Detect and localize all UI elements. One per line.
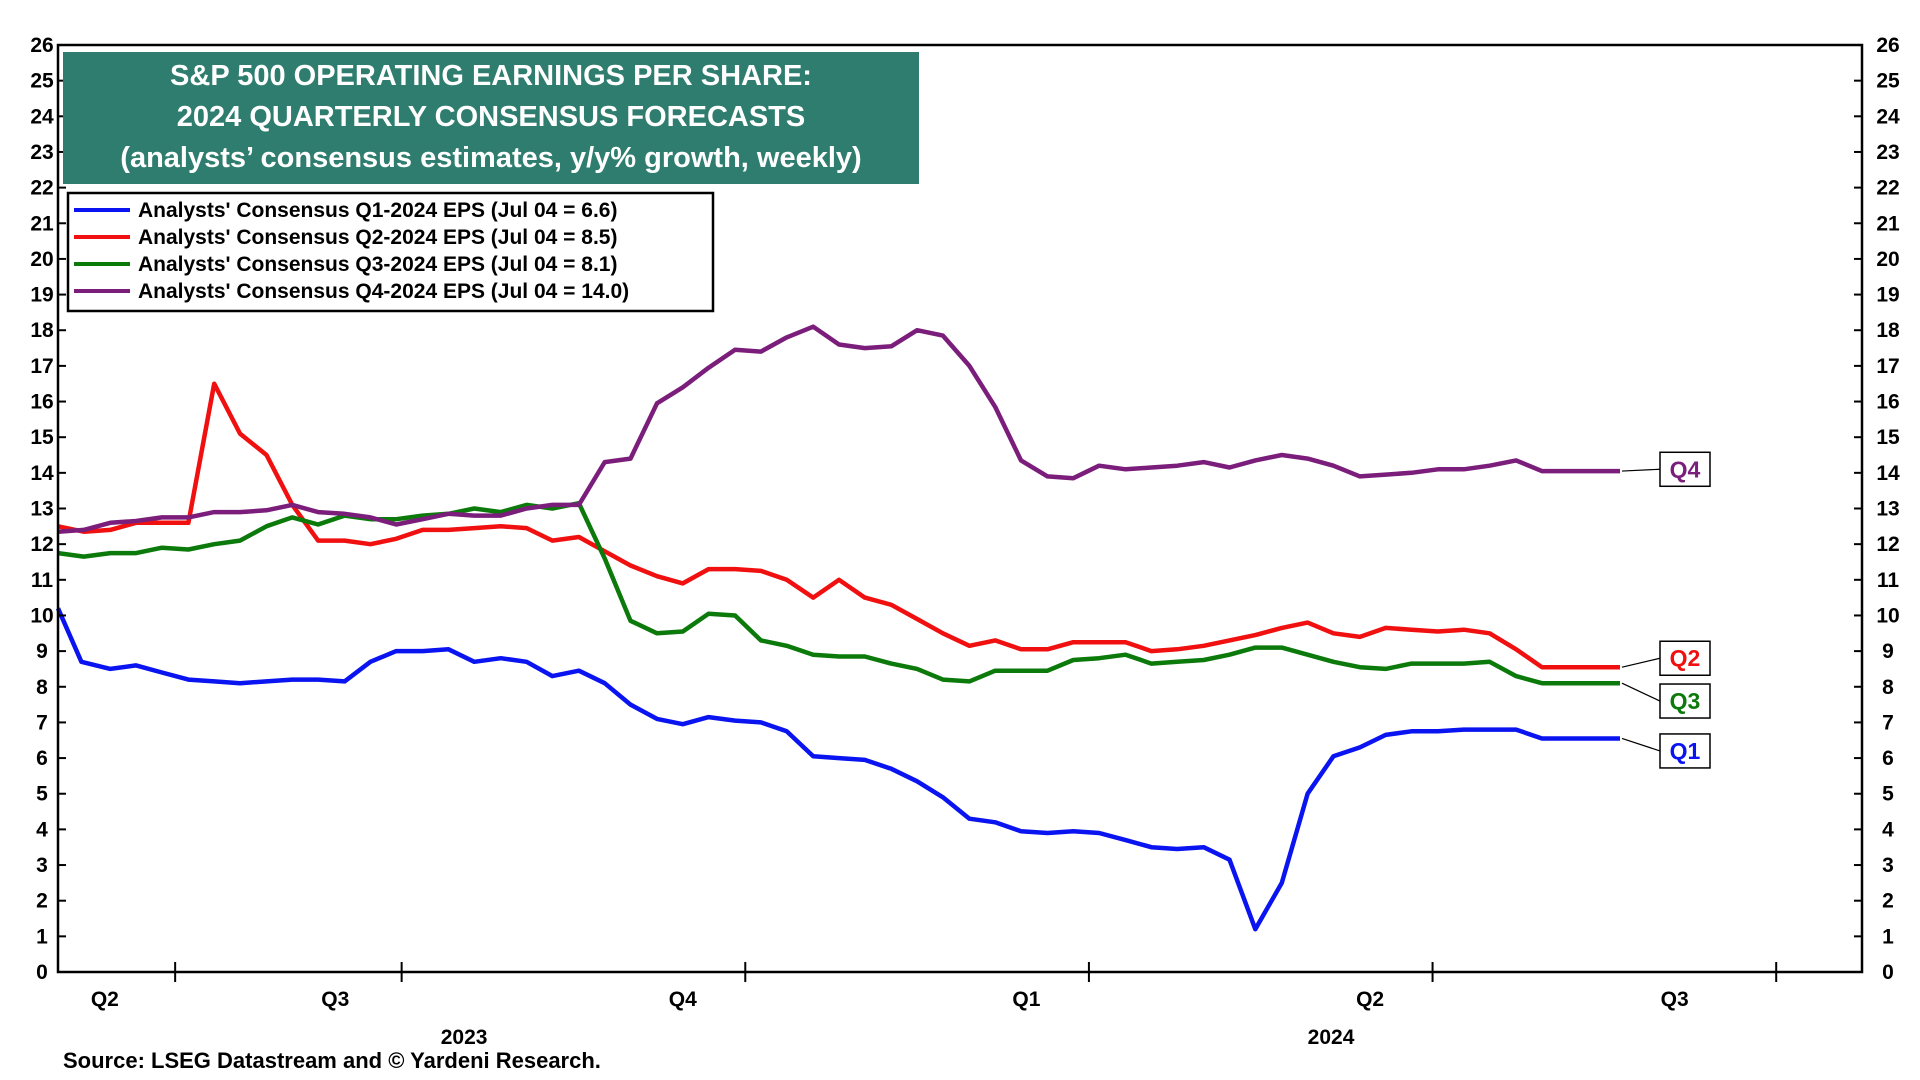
y-tick-label-right: 6 (1882, 747, 1894, 770)
series-line-q1 (55, 607, 1620, 932)
label-box-q1 (1659, 733, 1711, 769)
y-tick-label-right: 11 (1877, 569, 1900, 592)
title-line-1: S&P 500 OPERATING EARNINGS PER SHARE: (170, 60, 812, 92)
plot-frame (56, 43, 1864, 974)
y-tick-label-left: 22 (30, 177, 53, 200)
y-tick-label-right: 13 (1876, 498, 1899, 521)
y-tick-label-right: 22 (1876, 177, 1899, 200)
legend-label-q4: Analysts' Consensus Q4-2024 EPS (Jul 04 … (138, 280, 629, 303)
y-tick-label-left: 24 (30, 105, 54, 128)
label-box-q2 (1659, 640, 1711, 676)
x-year-label: 2024 (1308, 1026, 1355, 1049)
y-tick-label-right: 20 (1876, 248, 1899, 271)
label-box-q4 (1659, 451, 1711, 488)
y-tick-label-right: 24 (1876, 105, 1900, 128)
y-tick-label-right: 2 (1882, 890, 1894, 913)
label-connector-q1 (1621, 737, 1661, 752)
y-tick-label-left: 0 (36, 961, 48, 984)
label-text-q4: Q4 (1670, 456, 1701, 482)
y-tick-label-right: 10 (1876, 604, 1899, 627)
y-tick-label-left: 15 (30, 426, 54, 449)
y-tick-label-left: 5 (36, 783, 48, 806)
y-tick-label-right: 9 (1882, 640, 1894, 663)
y-tick-label-right: 14 (1876, 462, 1900, 485)
y-tick-label-right: 0 (1882, 961, 1894, 984)
y-tick-label-right: 18 (1876, 319, 1900, 342)
label-connector-q3 (1621, 682, 1661, 702)
y-tick-label-right: 15 (1876, 426, 1900, 449)
series-lines (55, 324, 1620, 932)
y-tick-label-left: 2 (36, 890, 48, 913)
label-box-q3 (1659, 683, 1711, 719)
x-quarter-label: Q3 (1661, 988, 1689, 1011)
y-tick-label-left: 23 (30, 141, 53, 164)
x-year-label: 2023 (441, 1026, 488, 1049)
y-tick-label-left: 13 (30, 498, 53, 521)
label-text-q1: Q1 (1670, 738, 1701, 764)
y-tick-label-left: 14 (30, 462, 54, 485)
label-text-q3: Q3 (1670, 688, 1701, 714)
y-tick-label-left: 8 (36, 676, 48, 699)
x-quarter-label: Q2 (91, 988, 119, 1011)
label-connector-q2 (1621, 657, 1661, 668)
y-tick-label-left: 19 (30, 284, 53, 307)
y-tick-label-left: 1 (36, 925, 48, 948)
y-tick-label-right: 26 (1876, 34, 1899, 57)
title-background (63, 52, 919, 184)
y-tick-label-right: 7 (1882, 711, 1894, 734)
y-tick-label-left: 20 (30, 248, 53, 271)
y-tick-label-right: 19 (1876, 284, 1899, 307)
y-tick-label-right: 16 (1876, 391, 1899, 414)
y-tick-label-left: 4 (36, 818, 48, 841)
y-tick-label-left: 26 (30, 34, 53, 57)
legend-box (66, 191, 715, 313)
x-quarter-label: Q1 (1012, 988, 1040, 1011)
y-tick-label-left: 6 (36, 747, 48, 770)
label-text-q2: Q2 (1670, 645, 1701, 671)
y-tick-label-right: 8 (1882, 676, 1894, 699)
series-end-labels: Q1 Q2 Q3 Q4 (1621, 451, 1711, 769)
y-tick-label-left: 12 (30, 533, 53, 556)
legend-label-q3: Analysts' Consensus Q3-2024 EPS (Jul 04 … (138, 253, 617, 276)
y-tick-label-right: 12 (1876, 533, 1899, 556)
series-line-q2 (57, 381, 1620, 670)
series-line-q4 (57, 324, 1620, 534)
y-tick-label-left: 17 (30, 355, 53, 378)
x-quarter-label: Q3 (321, 988, 349, 1011)
y-tick-label-right: 1 (1882, 925, 1894, 948)
y-tick-label-left: 25 (30, 70, 54, 93)
y-tick-label-left: 21 (30, 212, 54, 235)
title-line-3: (analysts’ consensus estimates, y/y% gro… (120, 142, 861, 174)
y-tick-label-right: 25 (1876, 70, 1900, 93)
title-line-2: 2024 QUARTERLY CONSENSUS FORECASTS (177, 101, 805, 133)
label-connector-q4 (1621, 468, 1661, 472)
y-tick-label-left: 9 (36, 640, 48, 663)
y-tick-label-right: 5 (1882, 783, 1894, 806)
y-tick-label-right: 23 (1876, 141, 1899, 164)
y-tick-label-left: 11 (31, 569, 54, 592)
y-tick-label-left: 3 (36, 854, 48, 877)
y-tick-label-left: 7 (36, 711, 48, 734)
legend-label-q1: Analysts' Consensus Q1-2024 EPS (Jul 04 … (138, 199, 617, 222)
y-tick-label-right: 17 (1876, 355, 1899, 378)
y-tick-label-right: 4 (1882, 818, 1894, 841)
y-tick-label-left: 16 (30, 391, 53, 414)
x-quarter-label: Q4 (669, 988, 697, 1011)
title-box: S&P 500 OPERATING EARNINGS PER SHARE: 20… (63, 52, 919, 184)
y-tick-label-left: 10 (30, 604, 53, 627)
legend-label-q2: Analysts' Consensus Q2-2024 EPS (Jul 04 … (138, 226, 617, 249)
source-note: Source: LSEG Datastream and © Yardeni Re… (63, 1048, 601, 1073)
series-line-q3 (57, 500, 1620, 686)
legend: Analysts' Consensus Q1-2024 EPS (Jul 04 … (66, 191, 715, 313)
x-quarter-label: Q2 (1356, 988, 1384, 1011)
y-tick-label-left: 18 (30, 319, 54, 342)
y-tick-label-right: 3 (1882, 854, 1894, 877)
y-tick-label-right: 21 (1876, 212, 1900, 235)
